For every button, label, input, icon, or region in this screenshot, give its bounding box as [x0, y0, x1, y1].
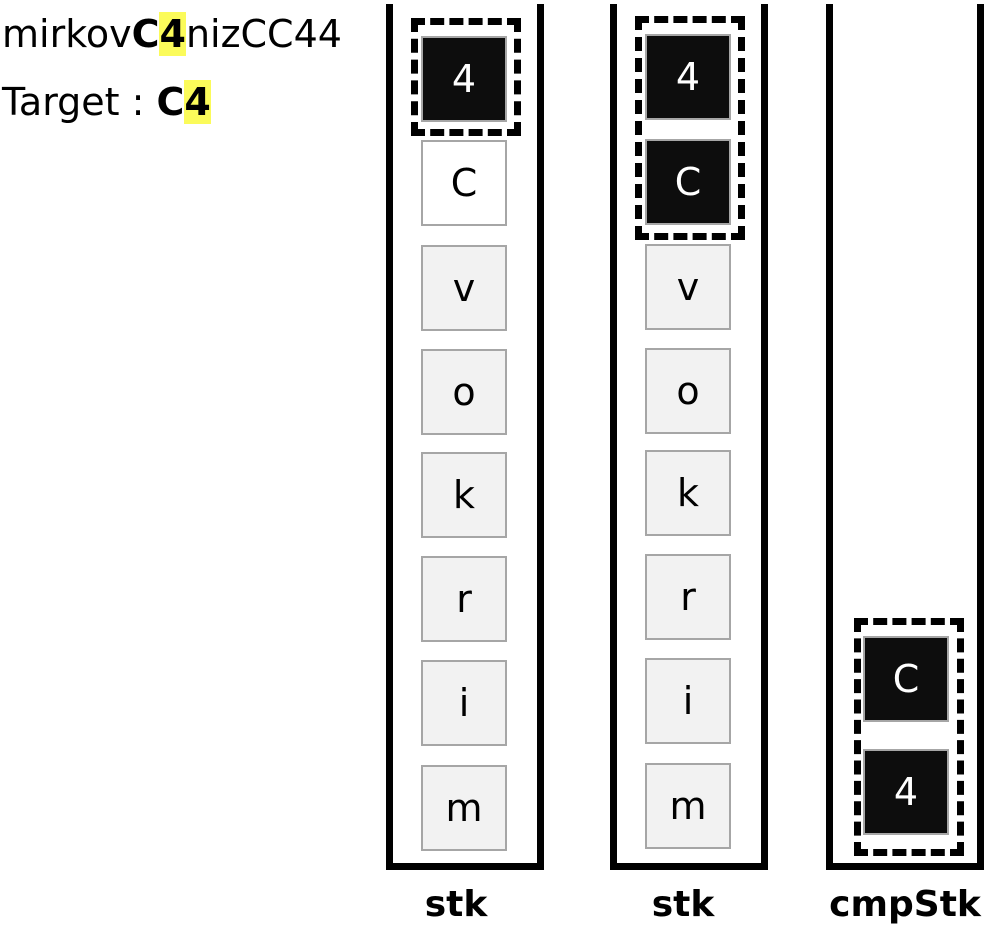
- input-string: mirkovC4nizCC44: [2, 12, 342, 56]
- stack-3-cell-1: C: [863, 636, 949, 722]
- stack-2-cell-4: o: [645, 348, 731, 434]
- stack-3-container: [826, 4, 984, 870]
- stack-1-cell-6: r: [421, 556, 507, 642]
- stack-1-selection-outline: [411, 18, 521, 136]
- stack-3-cell-2: 4: [863, 749, 949, 835]
- stack-2-cell-2: C: [645, 139, 731, 225]
- target-label: Target: [2, 80, 120, 124]
- stack-2-selection-outline: [635, 16, 745, 240]
- stack-2-container: [610, 4, 768, 870]
- stack-2-cell-8: m: [645, 763, 731, 849]
- stack-1-cell-4: o: [421, 349, 507, 435]
- input-prefix: mirkov: [2, 12, 132, 56]
- stack-3-selection-outline: [854, 618, 964, 856]
- stack-2-cell-3: v: [645, 244, 731, 330]
- stack-2-label: stk: [651, 884, 715, 925]
- stack-1-cell-8: m: [421, 765, 507, 851]
- stack-2-cell-7: i: [645, 658, 731, 744]
- stack-1-container: [386, 4, 544, 870]
- target-colon: :: [119, 80, 157, 124]
- stack-1-cell-5: k: [421, 452, 507, 538]
- input-match-c: C: [131, 12, 160, 56]
- input-match-4: 4: [159, 12, 186, 56]
- stack-1-cell-1: 4: [421, 36, 507, 122]
- stack-2-cell-1: 4: [645, 34, 731, 120]
- target-4: 4: [184, 80, 211, 124]
- stack-3-label: cmpStk: [829, 884, 981, 925]
- stack-1-cell-7: i: [421, 660, 507, 746]
- stack-1-cell-2: C: [421, 140, 507, 226]
- stack-2-cell-5: k: [645, 450, 731, 536]
- stack-1-label: stk: [424, 884, 488, 925]
- target-line: Target : C4: [2, 80, 211, 124]
- input-suffix: nizCC44: [185, 12, 342, 56]
- target-c: C: [156, 80, 185, 124]
- stack-1-cell-3: v: [421, 245, 507, 331]
- stack-2-cell-6: r: [645, 554, 731, 640]
